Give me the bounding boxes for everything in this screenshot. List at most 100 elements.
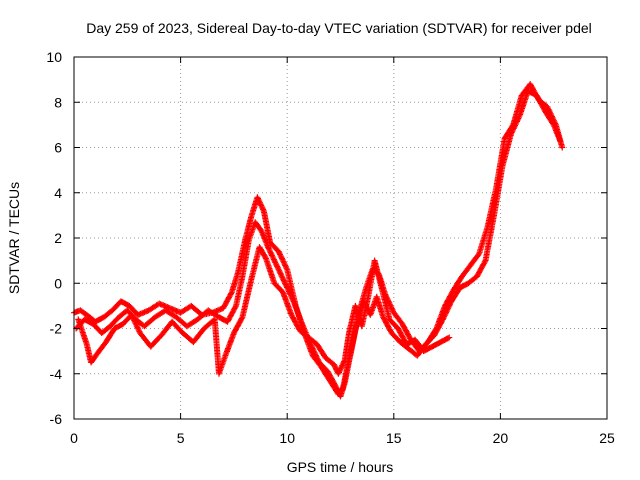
data-point-segment (493, 137, 508, 192)
data-point-segment (220, 290, 235, 312)
y-tick-label: 6 (54, 140, 62, 156)
data-point-segment (399, 321, 414, 342)
y-tick-label: 8 (54, 94, 62, 110)
y-tick-label: 0 (54, 275, 62, 291)
data-point-segment (422, 333, 437, 348)
data-point-segment (222, 331, 237, 359)
data-point-segment (307, 341, 322, 364)
data-point-segment (100, 308, 115, 321)
data-point-segment (305, 334, 319, 347)
data-point-segment (117, 298, 132, 309)
data-point-segment (465, 274, 479, 287)
data-point-segment (431, 317, 446, 339)
data-point-segment (450, 274, 465, 293)
data-point-segment (378, 282, 393, 321)
y-tick-label: -2 (50, 321, 63, 337)
x-axis-label: GPS time / hours (287, 459, 394, 475)
data-point-segment (491, 164, 506, 219)
data-point-segment (254, 194, 267, 213)
data-point-segment (482, 213, 497, 264)
data-point-segment (107, 315, 121, 330)
data-point-segment (256, 244, 269, 261)
data-point-segment (233, 275, 246, 309)
data-point-segment (162, 307, 178, 320)
data-point-segment (77, 307, 89, 317)
grid (74, 57, 607, 419)
data-point-segment (158, 319, 175, 339)
data-point-segment (88, 351, 100, 366)
data-point-segment (241, 216, 254, 246)
data-point-segment (184, 317, 200, 330)
series-track-2 (73, 87, 564, 400)
data-point-segment (75, 316, 90, 346)
data-point-segment (252, 219, 264, 233)
data-point-segment (273, 262, 288, 285)
data-point-segment (508, 114, 522, 137)
data-point-segment (459, 263, 473, 280)
y-tick-label: 4 (54, 185, 62, 201)
data-point-segment (190, 326, 207, 346)
data-point-segment (235, 241, 248, 275)
data-point-segment (437, 335, 451, 346)
data-marks (71, 81, 566, 400)
data-point-segment (275, 248, 290, 272)
series-track-3 (75, 244, 453, 377)
data-point-segment (467, 252, 482, 269)
data-point-segment (386, 316, 400, 331)
data-point-segment (348, 318, 361, 355)
data-point-segment (439, 299, 454, 323)
axis-ticks: 0 5 10 15 20 25 -6 -4 -2 0 2 4 6 8 10 (46, 49, 615, 446)
data-point-segment (230, 315, 245, 336)
data-point-segment (98, 324, 112, 336)
x-tick-label: 10 (279, 430, 295, 446)
data-point-segment (550, 121, 563, 143)
x-tick-label: 0 (70, 430, 78, 446)
data-point-segment (290, 298, 305, 326)
data-point-segment (81, 316, 95, 327)
data-point-segment (324, 368, 339, 389)
data-point (559, 144, 566, 151)
data-point-segment (94, 340, 108, 357)
x-tick-label: 25 (599, 430, 615, 446)
data-point-segment (499, 132, 514, 169)
data-point-segment (260, 207, 273, 244)
chart-title: Day 259 of 2023, Sidereal Day-to-day VTE… (86, 20, 592, 36)
y-tick-label: -6 (50, 411, 63, 427)
data-point-segment (473, 258, 488, 280)
data-point-segment (205, 307, 221, 320)
data-point-segment (373, 293, 386, 319)
data-point-segment (248, 245, 263, 284)
data-point-segment (224, 304, 239, 325)
data-point-segment (279, 289, 294, 317)
data-point-segment (388, 330, 403, 344)
data-point-segment (448, 286, 463, 305)
data-point (446, 334, 453, 341)
data-point-segment (371, 257, 384, 287)
data-point-segment (390, 309, 405, 326)
data-point-segment (322, 354, 336, 367)
data-point-segment (314, 341, 328, 360)
y-tick-label: -4 (50, 366, 63, 382)
y-axis-label: SDTVAR / TECUs (6, 182, 22, 294)
data-point-segment (141, 315, 157, 330)
data-point-segment (147, 333, 164, 350)
data-point-segment (239, 279, 254, 321)
data-point-segment (128, 311, 143, 335)
data-point-segment (137, 330, 153, 349)
data-point-segment (169, 318, 185, 335)
x-tick-label: 5 (177, 430, 185, 446)
data-point-segment (282, 280, 296, 303)
data-point-segment (442, 288, 456, 309)
data-point-segment (271, 280, 285, 295)
data-point-segment (341, 349, 354, 386)
data-point (557, 137, 564, 144)
data-point-segment (239, 238, 252, 280)
data-point-segment (265, 244, 279, 267)
data-point-segment (533, 92, 548, 113)
data-point-segment (380, 314, 394, 335)
data-point-segment (476, 225, 491, 257)
data-point-segment (516, 89, 531, 119)
data-point-segment (358, 295, 371, 330)
x-tick-label: 15 (386, 430, 402, 446)
